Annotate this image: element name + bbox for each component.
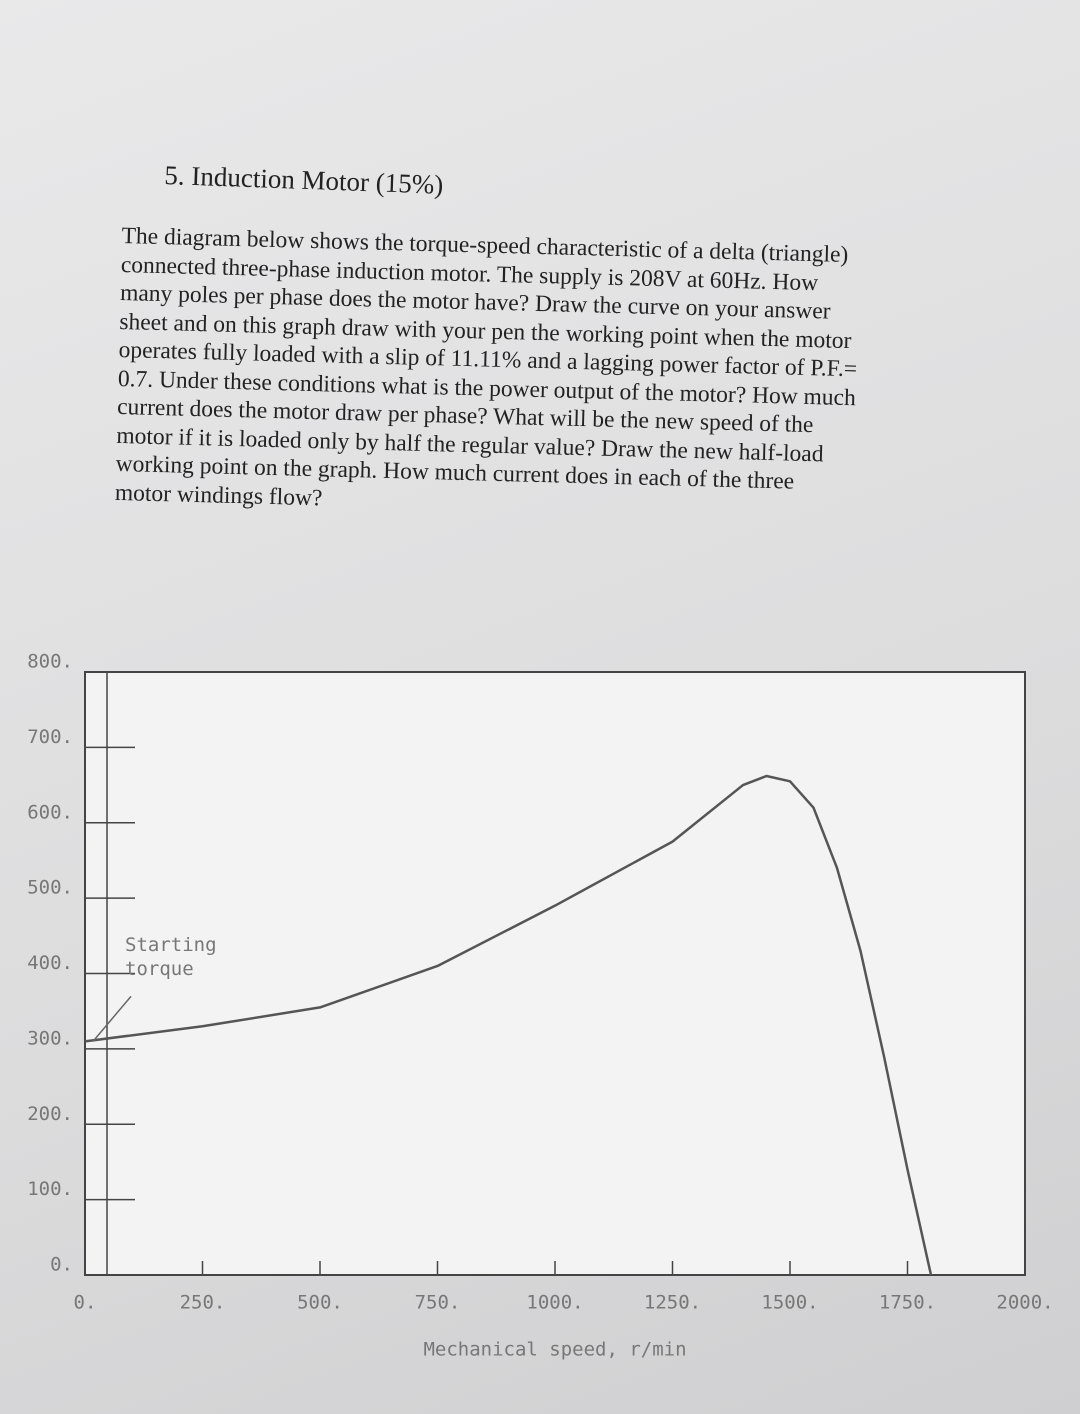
x-tick-label: 500. <box>297 1292 343 1314</box>
y-tick-label: 800. <box>27 651 73 673</box>
y-tick-label: 0. <box>50 1254 73 1276</box>
x-tick-label: 750. <box>415 1292 461 1314</box>
y-tick-label: 300. <box>27 1027 73 1049</box>
annotation: Starting torque <box>125 934 217 980</box>
x-axis-label: Mechanical speed, r/min <box>423 1339 686 1361</box>
y-tick-label: 500. <box>27 877 73 899</box>
annotation-arrow <box>92 995 132 1042</box>
x-tick-label: 0. <box>74 1292 97 1314</box>
x-tick-label: 1000. <box>526 1292 583 1314</box>
plot-frame <box>84 671 1026 1276</box>
x-tick-label: 1750. <box>879 1292 936 1314</box>
x-tick-label: 1250. <box>644 1292 701 1314</box>
y-tick-label: 200. <box>27 1103 73 1125</box>
y-tick-label: 600. <box>27 801 73 823</box>
x-tick-label: 2000. <box>996 1292 1053 1314</box>
x-tick-label: 1500. <box>761 1292 818 1314</box>
y-tick-label: 700. <box>27 726 73 748</box>
y-tick-label: 400. <box>27 952 73 974</box>
torque-curve <box>84 774 933 1276</box>
x-tick-label: 250. <box>180 1292 226 1314</box>
y-tick-label: 100. <box>27 1178 73 1200</box>
